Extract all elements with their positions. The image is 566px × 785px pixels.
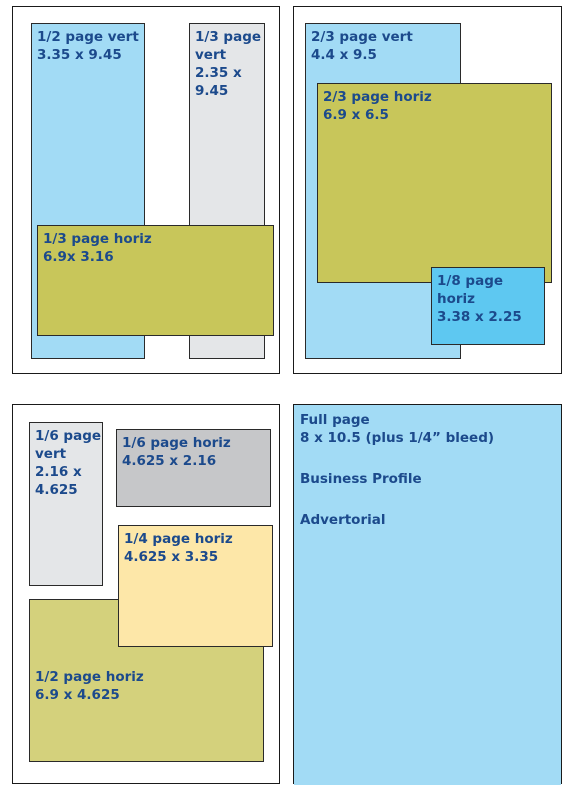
ad-full-page: Full page 8 x 10.5 (plus 1/4” bleed) Bus… — [294, 405, 561, 785]
ad-dimensions: 9.45 — [195, 83, 229, 99]
ad-title: 1/2 page horiz — [35, 669, 144, 685]
panel-top-left: 1/2 page vert 3.35 x 9.45 1/3 page vert … — [12, 6, 280, 374]
ad-label: 1/6 page horiz 4.625 x 2.16 — [122, 434, 266, 470]
ad-title: 2/3 page vert — [311, 29, 413, 45]
ad-title: 1/2 page vert — [37, 29, 139, 45]
ad-dimensions: 6.9x 3.16 — [43, 249, 114, 265]
ad-sixth-page-horiz: 1/6 page horiz 4.625 x 2.16 — [116, 429, 271, 507]
ad-dimensions: 8 x 10.5 (plus 1/4” bleed) — [300, 430, 495, 446]
ad-sixth-page-vert: 1/6 page vert 2.16 x 4.625 — [29, 422, 103, 586]
ad-label: 2/3 page horiz 6.9 x 6.5 — [323, 88, 547, 124]
spacer — [300, 447, 557, 470]
ad-title: 1/4 page horiz — [124, 531, 233, 547]
ad-quarter-page-horiz: 1/4 page horiz 4.625 x 3.35 — [118, 525, 273, 647]
ad-title: 1/8 page — [437, 273, 504, 289]
ad-title: vert — [195, 47, 227, 63]
spacer — [300, 488, 557, 511]
ad-title: vert — [35, 446, 67, 462]
panel-bottom-right: Full page 8 x 10.5 (plus 1/4” bleed) Bus… — [293, 404, 562, 785]
ad-dimensions: 2.35 x — [195, 65, 242, 81]
ad-option-business-profile: Business Profile — [300, 471, 422, 487]
ad-label: 1/3 page horiz 6.9x 3.16 — [43, 230, 269, 266]
ad-dimensions: 3.38 x 2.25 — [437, 309, 522, 325]
ad-label: 2/3 page vert 4.4 x 9.5 — [311, 28, 456, 64]
ad-dimensions: 3.35 x 9.45 — [37, 47, 122, 63]
ad-title: 1/3 page horiz — [43, 231, 152, 247]
ad-dimensions: 4.625 x 2.16 — [122, 453, 217, 469]
ad-label: 1/2 page vert 3.35 x 9.45 — [37, 28, 140, 64]
ad-two-thirds-page-horiz: 2/3 page horiz 6.9 x 6.5 — [317, 83, 552, 283]
ad-dimensions: 2.16 x — [35, 464, 82, 480]
ad-third-page-horiz: 1/3 page horiz 6.9x 3.16 — [37, 225, 274, 336]
panel-bottom-left: 1/6 page vert 2.16 x 4.625 1/6 page hori… — [12, 404, 280, 784]
ad-option-advertorial: Advertorial — [300, 512, 386, 528]
ad-title: horiz — [437, 291, 476, 307]
ad-title: Full page — [300, 412, 370, 428]
ad-dimensions: 6.9 x 6.5 — [323, 107, 389, 123]
ad-label: 1/8 page horiz 3.38 x 2.25 — [437, 272, 540, 326]
ad-eighth-page-horiz: 1/8 page horiz 3.38 x 2.25 — [431, 267, 545, 345]
ad-label: Full page 8 x 10.5 (plus 1/4” bleed) Bus… — [300, 411, 557, 529]
ad-title: 2/3 page horiz — [323, 89, 432, 105]
ad-title: 1/3 page — [195, 29, 262, 45]
panel-top-right: 2/3 page vert 4.4 x 9.5 2/3 page horiz 6… — [293, 6, 562, 374]
ad-dimensions: 4.625 — [35, 482, 78, 498]
ad-dimensions: 4.4 x 9.5 — [311, 47, 377, 63]
ad-dimensions: 4.625 x 3.35 — [124, 549, 219, 565]
ad-title: 1/6 page horiz — [122, 435, 231, 451]
ad-dimensions: 6.9 x 4.625 — [35, 687, 120, 703]
ad-title: 1/6 page — [35, 428, 102, 444]
ad-label: 1/2 page horiz 6.9 x 4.625 — [35, 668, 259, 704]
ad-label: 1/6 page vert 2.16 x 4.625 — [35, 427, 102, 499]
ad-label: 1/4 page horiz 4.625 x 3.35 — [124, 530, 268, 566]
ad-label: 1/3 page vert 2.35 x 9.45 — [195, 28, 262, 100]
